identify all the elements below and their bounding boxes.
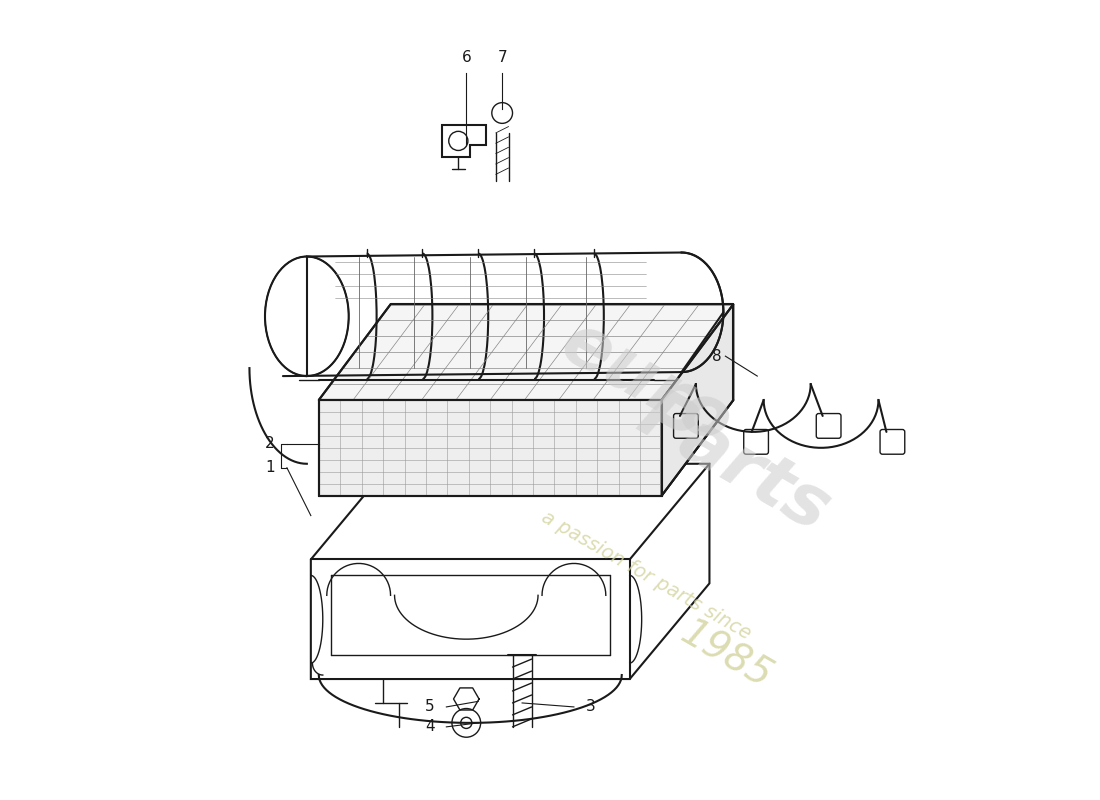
Polygon shape [319, 400, 734, 496]
Polygon shape [661, 304, 734, 496]
Text: 4: 4 [425, 719, 435, 734]
Text: 2: 2 [265, 436, 275, 451]
Text: 7: 7 [497, 50, 507, 65]
Text: 6: 6 [461, 50, 471, 65]
Text: 8: 8 [712, 349, 722, 364]
Text: euro: euro [548, 308, 744, 460]
Text: 1: 1 [265, 460, 275, 475]
Polygon shape [319, 304, 734, 400]
Text: 3: 3 [586, 699, 595, 714]
Polygon shape [319, 400, 661, 496]
Text: 1985: 1985 [673, 614, 778, 696]
Text: Parts: Parts [625, 382, 842, 546]
Text: a passion for parts since: a passion for parts since [538, 507, 754, 643]
Text: 5: 5 [425, 699, 435, 714]
